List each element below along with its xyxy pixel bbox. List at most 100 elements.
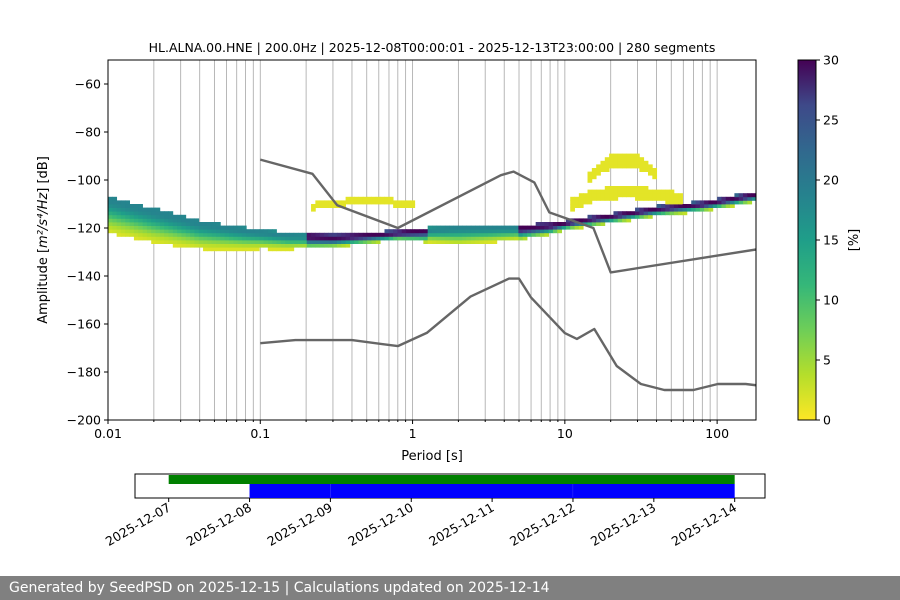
- heatmap-cell: [436, 232, 442, 237]
- heatmap-cell: [617, 186, 623, 190]
- heatmap-cell: [328, 240, 334, 244]
- heatmap-cell: [315, 236, 321, 241]
- heatmap-cell: [509, 225, 515, 230]
- heatmap-cell: [639, 193, 645, 198]
- heatmap-cell: [604, 186, 610, 190]
- heatmap-cell: [397, 204, 403, 208]
- heatmap-cell: [181, 214, 187, 219]
- heatmap-cell: [151, 232, 156, 237]
- heatmap-cell: [587, 200, 593, 205]
- heatmap-cell: [444, 240, 450, 244]
- heatmap-cell: [643, 160, 649, 165]
- heatmap-cell: [656, 204, 662, 208]
- heatmap-cell: [436, 229, 442, 234]
- heatmap-cell: [600, 160, 606, 165]
- heatmap-cell: [721, 200, 727, 205]
- heatmap-cell: [648, 189, 653, 194]
- heatmap-cell: [574, 218, 580, 223]
- heatmap-cell: [328, 232, 334, 237]
- heatmap-cell: [207, 240, 213, 244]
- heatmap-cell: [635, 160, 640, 165]
- heatmap-cell: [237, 232, 243, 237]
- heatmap-cell: [116, 204, 122, 208]
- heatmap-cell: [220, 232, 226, 237]
- heatmap-cell: [324, 232, 329, 237]
- heatmap-cell: [475, 236, 480, 241]
- heatmap-cell: [678, 196, 683, 201]
- heatmap-cell: [609, 218, 614, 223]
- heatmap-cell: [544, 232, 550, 237]
- heatmap-cell: [617, 160, 623, 165]
- heatmap-cell: [432, 229, 437, 234]
- heatmap-cell: [656, 207, 662, 212]
- heatmap-cell: [548, 225, 554, 230]
- heatmap-cell: [587, 218, 593, 223]
- heatmap-cell: [652, 168, 658, 172]
- heatmap-cell: [259, 243, 264, 248]
- heatmap-cell: [730, 200, 735, 205]
- heatmap-cell: [660, 193, 666, 198]
- heatmap-cell: [233, 247, 238, 252]
- heatmap-cell: [358, 196, 364, 201]
- heatmap-cell: [168, 232, 174, 237]
- heatmap-cell: [635, 164, 640, 169]
- heatmap-cell: [133, 222, 139, 226]
- heatmap-cell: [591, 175, 597, 180]
- heatmap-cell: [643, 207, 649, 212]
- heatmap-cell: [648, 211, 653, 216]
- heatmap-cell: [336, 232, 342, 237]
- heatmap-cell: [263, 236, 269, 241]
- heatmap-cell: [505, 225, 511, 230]
- heatmap-cell: [509, 232, 515, 237]
- heatmap-cell: [259, 232, 264, 237]
- heatmap-cell: [704, 200, 709, 205]
- heatmap-cell: [483, 236, 489, 241]
- heatmap-cell: [302, 240, 308, 244]
- heatmap-cell: [285, 243, 290, 248]
- heatmap-cell: [224, 225, 230, 230]
- heatmap-cell: [600, 196, 606, 201]
- heatmap-cell: [168, 222, 174, 226]
- heatmap-cell: [194, 222, 200, 226]
- heatmap-cell: [423, 232, 429, 237]
- heatmap-cell: [639, 211, 645, 216]
- heatmap-cell: [635, 214, 640, 219]
- heatmap-cell: [254, 229, 260, 234]
- heatmap-cell: [604, 193, 610, 198]
- data-availability-bar: 2025-12-07 2025-12-08 2025-12-09 2025-12-10…: [103, 473, 766, 549]
- heatmap-cell: [488, 236, 493, 241]
- heatmap-cell: [108, 214, 113, 219]
- heatmap-cell: [125, 211, 130, 216]
- heatmap-cell: [457, 232, 463, 237]
- heatmap-cell: [332, 243, 338, 248]
- heatmap-cell: [475, 229, 480, 234]
- heatmap-cell: [207, 225, 213, 230]
- heatmap-cell: [622, 153, 627, 158]
- heatmap-cell: [665, 211, 670, 216]
- heatmap-cell: [475, 225, 480, 230]
- heatmap-cell: [730, 204, 735, 208]
- chart-title: HL.ALNA.00.HNE | 200.0Hz | 2025-12-08T00…: [149, 40, 716, 55]
- footer-banner: Generated by SeedPSD on 2025-12-15 | Cal…: [0, 576, 900, 600]
- heatmap-cell: [336, 200, 342, 205]
- heatmap-cell: [112, 214, 118, 219]
- heatmap-cell: [142, 211, 148, 216]
- heatmap-cell: [220, 247, 226, 252]
- heatmap-cell: [332, 204, 338, 208]
- heatmap-cell: [362, 240, 368, 244]
- heatmap-cell: [708, 204, 714, 208]
- heatmap-cell: [406, 232, 411, 237]
- heatmap-cell: [332, 236, 338, 241]
- heatmap-cell: [639, 207, 645, 212]
- heatmap-cell: [272, 232, 277, 237]
- heatmap-cell: [129, 232, 135, 237]
- heatmap-cell: [457, 236, 463, 241]
- heatmap-cell: [306, 243, 312, 248]
- heatmap-cell: [643, 189, 649, 194]
- heatmap-cell: [440, 229, 446, 234]
- heatmap-cell: [216, 229, 221, 234]
- heatmap-cell: [112, 196, 118, 201]
- heatmap-cell: [190, 232, 195, 237]
- heatmap-cell: [470, 225, 476, 230]
